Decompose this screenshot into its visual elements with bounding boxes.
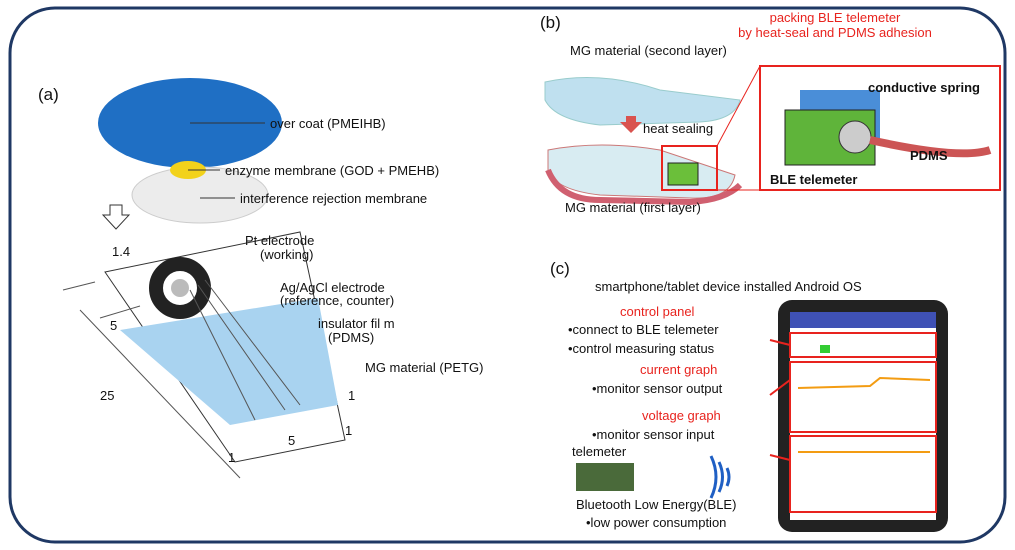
layer-label: enzyme membrane (GOD + PMEHB) xyxy=(225,163,439,178)
layer-label: MG material (first layer) xyxy=(565,200,701,215)
ag-electrode xyxy=(171,279,189,297)
dimension: 1 xyxy=(348,388,355,403)
callout: (PDMS) xyxy=(328,330,374,345)
part-label: PDMS xyxy=(910,148,948,163)
dimension: 1.4 xyxy=(112,244,130,259)
dimension: 1 xyxy=(345,423,352,438)
item-label: telemeter xyxy=(572,444,627,459)
annotation: by heat-seal and PDMS adhesion xyxy=(738,25,932,40)
item: •connect to BLE telemeter xyxy=(568,322,719,337)
dimension: 25 xyxy=(100,388,114,403)
step-label: heat sealing xyxy=(643,121,713,136)
telemeter-photo xyxy=(576,463,634,491)
device-label: smartphone/tablet device installed Andro… xyxy=(595,279,862,294)
item: •monitor sensor input xyxy=(592,427,715,442)
part-label: conductive spring xyxy=(868,80,980,95)
item: •control measuring status xyxy=(568,341,715,356)
panel-label: (b) xyxy=(540,13,561,32)
figure: (a) over coat (PMEIHB) enzyme membrane (… xyxy=(0,0,1015,550)
callout: (reference, counter) xyxy=(280,293,394,308)
dimension: 1 xyxy=(228,450,235,465)
battery xyxy=(839,121,871,153)
telemeter xyxy=(668,163,698,185)
layer-label: interference rejection membrane xyxy=(240,191,427,206)
panel-label: (a) xyxy=(38,85,59,104)
callout: insulator fil m xyxy=(318,316,395,331)
callout: MG material (PETG) xyxy=(365,360,483,375)
item: •low power consumption xyxy=(586,515,726,530)
layer-label: MG material (second layer) xyxy=(570,43,727,58)
ble-label: Bluetooth Low Energy(BLE) xyxy=(576,497,736,512)
callout: Pt electrode xyxy=(245,233,314,248)
section-title: voltage graph xyxy=(642,408,721,423)
panel-label: (c) xyxy=(550,259,570,278)
part-label: BLE telemeter xyxy=(770,172,857,187)
item: •monitor sensor output xyxy=(592,381,723,396)
screen xyxy=(790,312,936,520)
callout: (working) xyxy=(260,247,313,262)
dimension: 5 xyxy=(288,433,295,448)
app-bar xyxy=(790,312,936,328)
layer-label: over coat (PMEIHB) xyxy=(270,116,386,131)
annotation: packing BLE telemeter xyxy=(770,10,901,25)
dimension: 5 xyxy=(110,318,117,333)
button xyxy=(820,345,830,353)
section-title: current graph xyxy=(640,362,717,377)
section-title: control panel xyxy=(620,304,695,319)
